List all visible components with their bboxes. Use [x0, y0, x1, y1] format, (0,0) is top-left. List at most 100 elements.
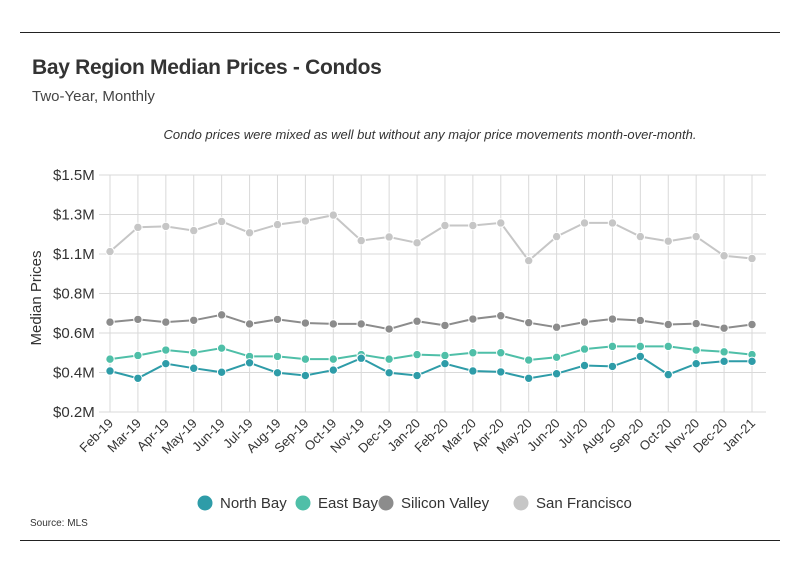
- data-point: [440, 220, 450, 231]
- top-rule: [20, 32, 780, 33]
- y-tick-label: $0.6M: [53, 325, 95, 342]
- data-point: [691, 231, 701, 242]
- data-point: [719, 356, 729, 367]
- legend-item: North Bay: [197, 495, 287, 512]
- data-point: [384, 368, 394, 378]
- data-point: [496, 218, 506, 228]
- data-point: [328, 210, 339, 220]
- data-point: [523, 255, 534, 266]
- data-point: [272, 351, 283, 362]
- data-point: [412, 316, 422, 326]
- data-point: [244, 319, 255, 329]
- legend-label: Silicon Valley: [401, 495, 490, 512]
- data-point: [105, 317, 115, 327]
- data-point: [133, 314, 143, 325]
- data-point: [468, 314, 478, 324]
- data-point: [579, 317, 590, 327]
- data-point: [412, 370, 422, 381]
- series-line: [109, 313, 753, 331]
- data-point: [719, 323, 729, 333]
- data-point: [161, 358, 171, 369]
- data-point: [523, 355, 534, 365]
- source-note: Source: MLS: [30, 518, 88, 529]
- data-point: [663, 319, 673, 330]
- data-point: [747, 356, 757, 367]
- data-point: [579, 360, 590, 371]
- bottom-rule: [20, 540, 780, 541]
- data-point: [384, 232, 394, 242]
- data-point: [719, 251, 729, 261]
- legend-marker: [513, 495, 529, 511]
- data-point: [300, 354, 311, 364]
- data-point: [161, 345, 171, 355]
- data-point: [691, 318, 701, 329]
- data-point: [356, 353, 366, 363]
- series-line: [109, 355, 752, 380]
- data-point: [300, 216, 311, 226]
- data-point: [328, 319, 339, 329]
- data-point: [496, 348, 506, 358]
- y-axis-title: Median Prices: [28, 250, 45, 345]
- chart-title: Bay Region Median Prices - Condos: [32, 56, 382, 79]
- data-point: [496, 311, 506, 321]
- data-point: [412, 349, 422, 360]
- y-tick-label: $0.4M: [53, 364, 95, 381]
- data-point: [216, 310, 227, 320]
- data-point: [719, 347, 729, 357]
- data-point: [356, 319, 366, 329]
- data-point: [468, 220, 478, 231]
- series-north-bay: [105, 351, 757, 383]
- legend-label: East Bay: [318, 495, 379, 512]
- y-tick-label: $1.5M: [53, 167, 95, 184]
- data-point: [105, 246, 115, 257]
- chart-subtitle: Two-Year, Monthly: [32, 88, 155, 105]
- data-point: [272, 219, 283, 230]
- data-point: [551, 322, 562, 332]
- data-point: [328, 365, 339, 375]
- data-point: [523, 373, 534, 383]
- legend-item: San Francisco: [513, 495, 632, 512]
- data-point: [133, 222, 143, 233]
- legend-label: San Francisco: [536, 495, 632, 512]
- data-point: [244, 228, 255, 238]
- data-point: [440, 350, 450, 361]
- series-san-francisco: [105, 210, 757, 266]
- data-point: [189, 363, 199, 373]
- legend-marker: [378, 495, 394, 511]
- data-point: [105, 354, 115, 364]
- legend-item: Silicon Valley: [378, 495, 490, 512]
- data-point: [663, 369, 673, 380]
- data-point: [607, 314, 618, 324]
- chart-annotation: Condo prices were mixed as well but with…: [163, 127, 697, 142]
- data-point: [747, 253, 757, 264]
- data-point: [133, 350, 143, 361]
- data-point: [691, 358, 701, 369]
- y-tick-label: $1.3M: [53, 207, 95, 224]
- data-point: [468, 348, 478, 358]
- data-point: [161, 317, 171, 327]
- data-point: [440, 358, 450, 369]
- legend-marker: [295, 495, 311, 511]
- data-point: [189, 348, 199, 358]
- data-point: [663, 236, 673, 246]
- legend: North Bay East Bay Silicon Valley San Franc…: [197, 495, 632, 512]
- y-tick-label: $0.8M: [53, 286, 95, 303]
- data-point: [216, 367, 227, 377]
- data-point: [747, 319, 757, 330]
- series-line: [109, 345, 753, 362]
- data-point: [551, 231, 562, 242]
- data-point: [189, 315, 199, 325]
- x-axis: Feb-19Mar-19Apr-19May-19Jun-19Jul-19Aug-…: [76, 416, 758, 457]
- series-lines: [105, 210, 757, 383]
- data-point: [105, 366, 115, 376]
- data-point: [244, 358, 255, 368]
- y-tick-label: $0.2M: [53, 404, 95, 421]
- data-point: [384, 324, 394, 334]
- data-point: [384, 354, 394, 364]
- y-axis: $0.2M $0.4M $0.6M $0.8M $1.1M $1.3M $1.5M: [53, 167, 95, 421]
- data-point: [635, 351, 646, 362]
- data-point: [635, 231, 646, 242]
- legend-label: North Bay: [220, 495, 287, 512]
- data-point: [272, 314, 283, 325]
